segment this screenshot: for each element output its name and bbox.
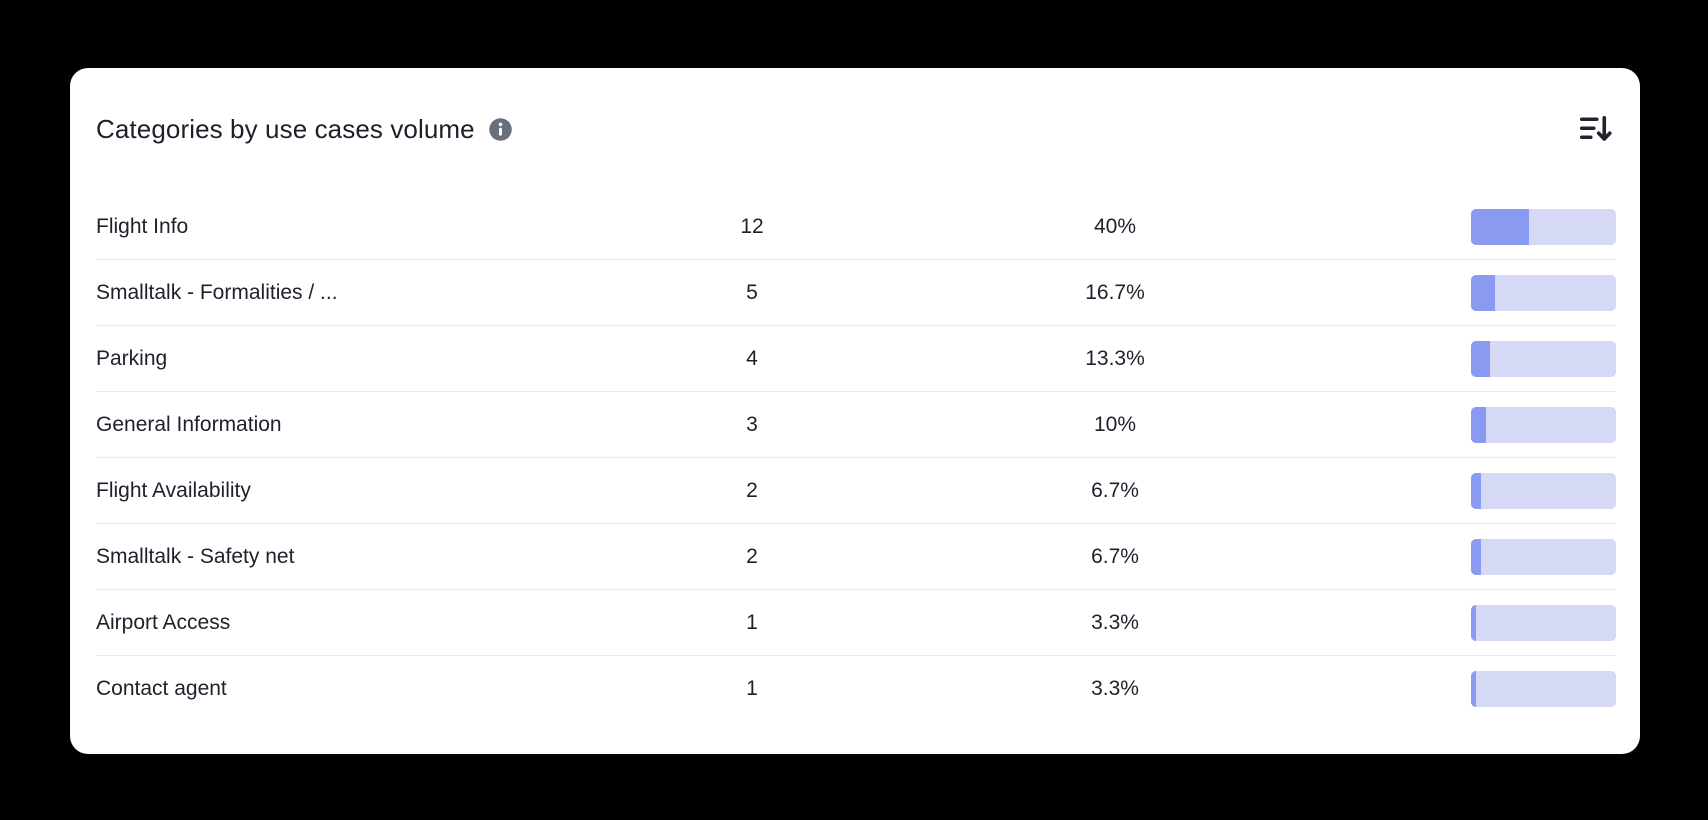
category-percent: 10% — [1093, 412, 1137, 436]
category-count: 2 — [746, 544, 758, 568]
info-button[interactable] — [487, 116, 514, 143]
category-count: 2 — [746, 478, 758, 502]
categories-table: Flight Info 12 40% Smalltalk - Formaliti… — [96, 194, 1616, 722]
sort-descending-icon — [1579, 115, 1612, 141]
card-title: Categories by use cases volume — [96, 113, 475, 144]
category-bar-fill — [1471, 340, 1491, 377]
card-header: Categories by use cases volume — [96, 112, 1616, 146]
category-bar-track — [1471, 604, 1616, 641]
category-label: Smalltalk - Formalities / ... — [96, 280, 338, 304]
category-count: 5 — [746, 280, 758, 304]
category-bar-track — [1471, 406, 1616, 443]
category-count: 12 — [740, 214, 764, 238]
category-bar-track — [1471, 472, 1616, 509]
category-bar-fill — [1471, 274, 1496, 311]
category-bar-fill — [1471, 671, 1476, 707]
table-row[interactable]: Smalltalk - Formalities / ... 5 16.7% — [96, 260, 1616, 326]
table-row[interactable]: Smalltalk - Safety net 2 6.7% — [96, 524, 1616, 590]
category-label: General Information — [96, 412, 282, 436]
category-percent: 40% — [1093, 214, 1137, 238]
category-percent: 13.3% — [1085, 346, 1145, 370]
category-label: Flight Availability — [96, 478, 251, 502]
category-bar-track — [1471, 340, 1616, 377]
category-bar-track — [1471, 208, 1616, 245]
table-row[interactable]: Flight Availability 2 6.7% — [96, 458, 1616, 524]
category-count: 4 — [746, 346, 758, 370]
table-row[interactable]: Contact agent 1 3.3% — [96, 656, 1616, 722]
categories-card: Categories by use cases volume — [70, 68, 1640, 754]
category-bar-fill — [1471, 406, 1486, 443]
title-wrap: Categories by use cases volume — [96, 114, 514, 145]
category-label: Parking — [96, 346, 168, 370]
category-count: 1 — [746, 610, 758, 634]
category-percent: 6.7% — [1091, 478, 1139, 502]
category-label: Smalltalk - Safety net — [96, 544, 295, 568]
category-percent: 3.3% — [1091, 610, 1139, 634]
table-row[interactable]: Flight Info 12 40% — [96, 194, 1616, 260]
category-bar-fill — [1471, 208, 1529, 245]
category-count: 3 — [746, 412, 758, 436]
category-bar-fill — [1471, 538, 1481, 575]
category-percent: 6.7% — [1091, 544, 1139, 568]
category-label: Airport Access — [96, 610, 231, 634]
info-circle-icon — [489, 117, 512, 141]
table-row[interactable]: Airport Access 1 3.3% — [96, 590, 1616, 656]
category-label: Flight Info — [96, 214, 189, 238]
table-row[interactable]: Parking 4 13.3% — [96, 326, 1616, 392]
category-bar-track — [1471, 671, 1616, 707]
table-row[interactable]: General Information 3 10% — [96, 392, 1616, 458]
category-bar-fill — [1471, 604, 1476, 641]
category-bar-track — [1471, 538, 1616, 575]
sort-button[interactable] — [1576, 112, 1616, 146]
category-bar-fill — [1471, 472, 1481, 509]
category-label: Contact agent — [96, 677, 227, 700]
category-percent: 16.7% — [1085, 280, 1145, 304]
category-count: 1 — [746, 677, 758, 700]
category-bar-track — [1471, 274, 1616, 311]
category-percent: 3.3% — [1091, 677, 1139, 700]
